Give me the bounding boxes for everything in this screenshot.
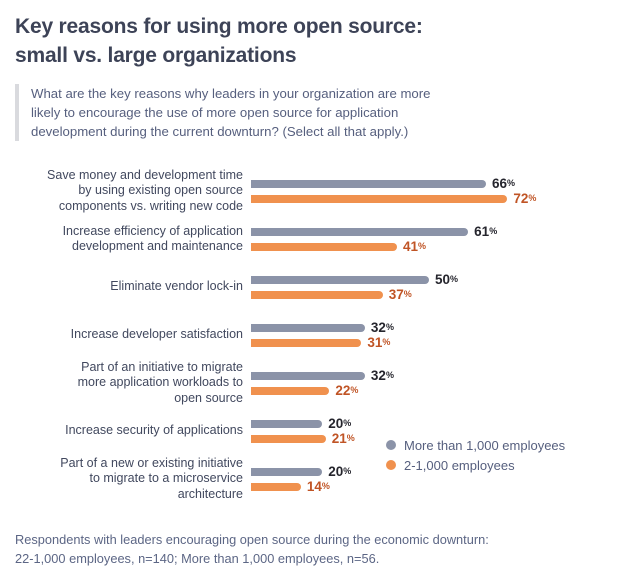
bar-group: 32% 31%	[251, 320, 394, 350]
footnote-line-2: 22-1,000 employees, n=140; More than 1,0…	[15, 550, 380, 566]
bar-line: 20%	[251, 416, 355, 431]
chart-row: Save money and development time by using…	[0, 167, 624, 215]
legend-label-small-org: 2-1,000 employees	[404, 457, 515, 473]
bar-line: 32%	[251, 320, 394, 335]
bar-2-1000-employees	[251, 290, 383, 299]
category-label: Part of an initiative to migrate more ap…	[77, 359, 243, 405]
bar-value-label: 37%	[388, 287, 412, 302]
bar-more-than-1000-employees	[251, 179, 486, 188]
percent-sign: %	[343, 466, 352, 476]
bar-2-1000-employees	[251, 194, 508, 203]
survey-question: What are the key reasons why leaders in …	[15, 84, 495, 141]
bar-line: 41%	[251, 239, 497, 254]
bar-value-label: 72%	[513, 191, 537, 206]
bar-2-1000-employees	[251, 242, 397, 251]
bar-line: 31%	[251, 335, 394, 350]
bar-group: 50% 37%	[251, 272, 459, 302]
bar-line: 20%	[251, 464, 352, 479]
bar-line: 22%	[251, 383, 394, 398]
bar-value-label: 32%	[370, 320, 394, 335]
bar-value-label: 50%	[435, 272, 459, 287]
category-label: Part of a new or existing initiative to …	[60, 455, 243, 501]
bar-group: 66% 72%	[251, 176, 537, 206]
chart-row: Part of a new or existing initiative to …	[0, 455, 624, 503]
category-label: Increase efficiency of application devel…	[62, 223, 243, 254]
bar-group: 20% 14%	[251, 464, 352, 494]
legend-item-small-org: 2-1,000 employees	[386, 455, 565, 475]
bar-line: 32%	[251, 368, 394, 383]
bar-2-1000-employees	[251, 434, 326, 443]
chart-rows: Save money and development time by using…	[0, 167, 624, 503]
percent-sign: %	[346, 433, 355, 443]
bar-value-label: 61%	[474, 224, 498, 239]
footnote: Respondents with leaders encouraging ope…	[15, 531, 624, 568]
percent-sign: %	[350, 385, 359, 395]
page-title-line-1: Key reasons for using more open source:	[15, 15, 423, 38]
bar-more-than-1000-employees	[251, 323, 365, 332]
percent-sign: %	[321, 481, 330, 491]
bar-2-1000-employees	[251, 338, 362, 347]
bar-value-label: 66%	[491, 176, 515, 191]
chart-legend: More than 1,000 employees 2-1,000 employ…	[386, 435, 565, 475]
bar-value-label: 20%	[328, 464, 352, 479]
legend-dot-small-org	[386, 460, 396, 470]
chart-row: Increase developer satisfaction 32% 31%	[0, 311, 624, 359]
footnote-line-1: Respondents with leaders encouraging ope…	[15, 532, 489, 547]
bar-chart: Save money and development time by using…	[0, 167, 624, 503]
legend-item-large-org: More than 1,000 employees	[386, 435, 565, 455]
percent-sign: %	[417, 241, 426, 251]
bar-value-label: 41%	[402, 239, 426, 254]
percent-sign: %	[343, 418, 352, 428]
bar-more-than-1000-employees	[251, 371, 365, 380]
bar-line: 72%	[251, 191, 537, 206]
category-label: Increase security of applications	[65, 423, 243, 438]
bar-group: 61% 41%	[251, 224, 498, 254]
bar-value-label: 32%	[370, 368, 394, 383]
bar-value-label: 31%	[367, 335, 391, 350]
bar-line: 21%	[251, 431, 355, 446]
category-label: Increase developer satisfaction	[70, 327, 243, 342]
bar-value-label: 20%	[328, 416, 352, 431]
percent-sign: %	[403, 289, 412, 299]
bar-more-than-1000-employees	[251, 467, 323, 476]
bar-line: 14%	[251, 479, 351, 494]
category-label: Eliminate vendor lock-in	[110, 279, 243, 294]
bar-value-label: 14%	[306, 479, 330, 494]
chart-row: Eliminate vendor lock-in 50% 37%	[0, 263, 624, 311]
bar-line: 61%	[251, 224, 498, 239]
bar-more-than-1000-employees	[251, 227, 469, 236]
percent-sign: %	[528, 193, 537, 203]
bar-value-label: 22%	[335, 383, 359, 398]
bar-line: 37%	[251, 287, 458, 302]
percent-sign: %	[489, 226, 498, 236]
chart-row: Part of an initiative to migrate more ap…	[0, 359, 624, 407]
bar-more-than-1000-employees	[251, 275, 429, 284]
survey-question-line-1: What are the key reasons why leaders in …	[31, 86, 431, 101]
percent-sign: %	[450, 274, 459, 284]
survey-question-line-2: likely to encourage the use of more open…	[31, 105, 399, 120]
page-title-line-2: small vs. large organizations	[15, 44, 297, 67]
bar-line: 66%	[251, 176, 536, 191]
category-label: Save money and development time by using…	[47, 167, 243, 213]
percent-sign: %	[506, 178, 515, 188]
legend-dot-large-org	[386, 440, 396, 450]
chart-row: Increase efficiency of application devel…	[0, 215, 624, 263]
legend-label-large-org: More than 1,000 employees	[404, 437, 566, 453]
bar-2-1000-employees	[251, 482, 301, 491]
bar-group: 32% 22%	[251, 368, 394, 398]
percent-sign: %	[382, 337, 391, 347]
bar-2-1000-employees	[251, 386, 330, 395]
page-title: Key reasons for using more open source: …	[0, 0, 624, 70]
bar-line: 50%	[251, 272, 459, 287]
chart-row: Increase security of applications 20% 21%	[0, 407, 624, 455]
percent-sign: %	[385, 322, 394, 332]
bar-value-label: 21%	[331, 431, 355, 446]
bar-group: 20% 21%	[251, 416, 355, 446]
bar-more-than-1000-employees	[251, 419, 323, 428]
survey-question-line-3: development during the current downturn?…	[31, 124, 409, 139]
percent-sign: %	[385, 370, 394, 380]
